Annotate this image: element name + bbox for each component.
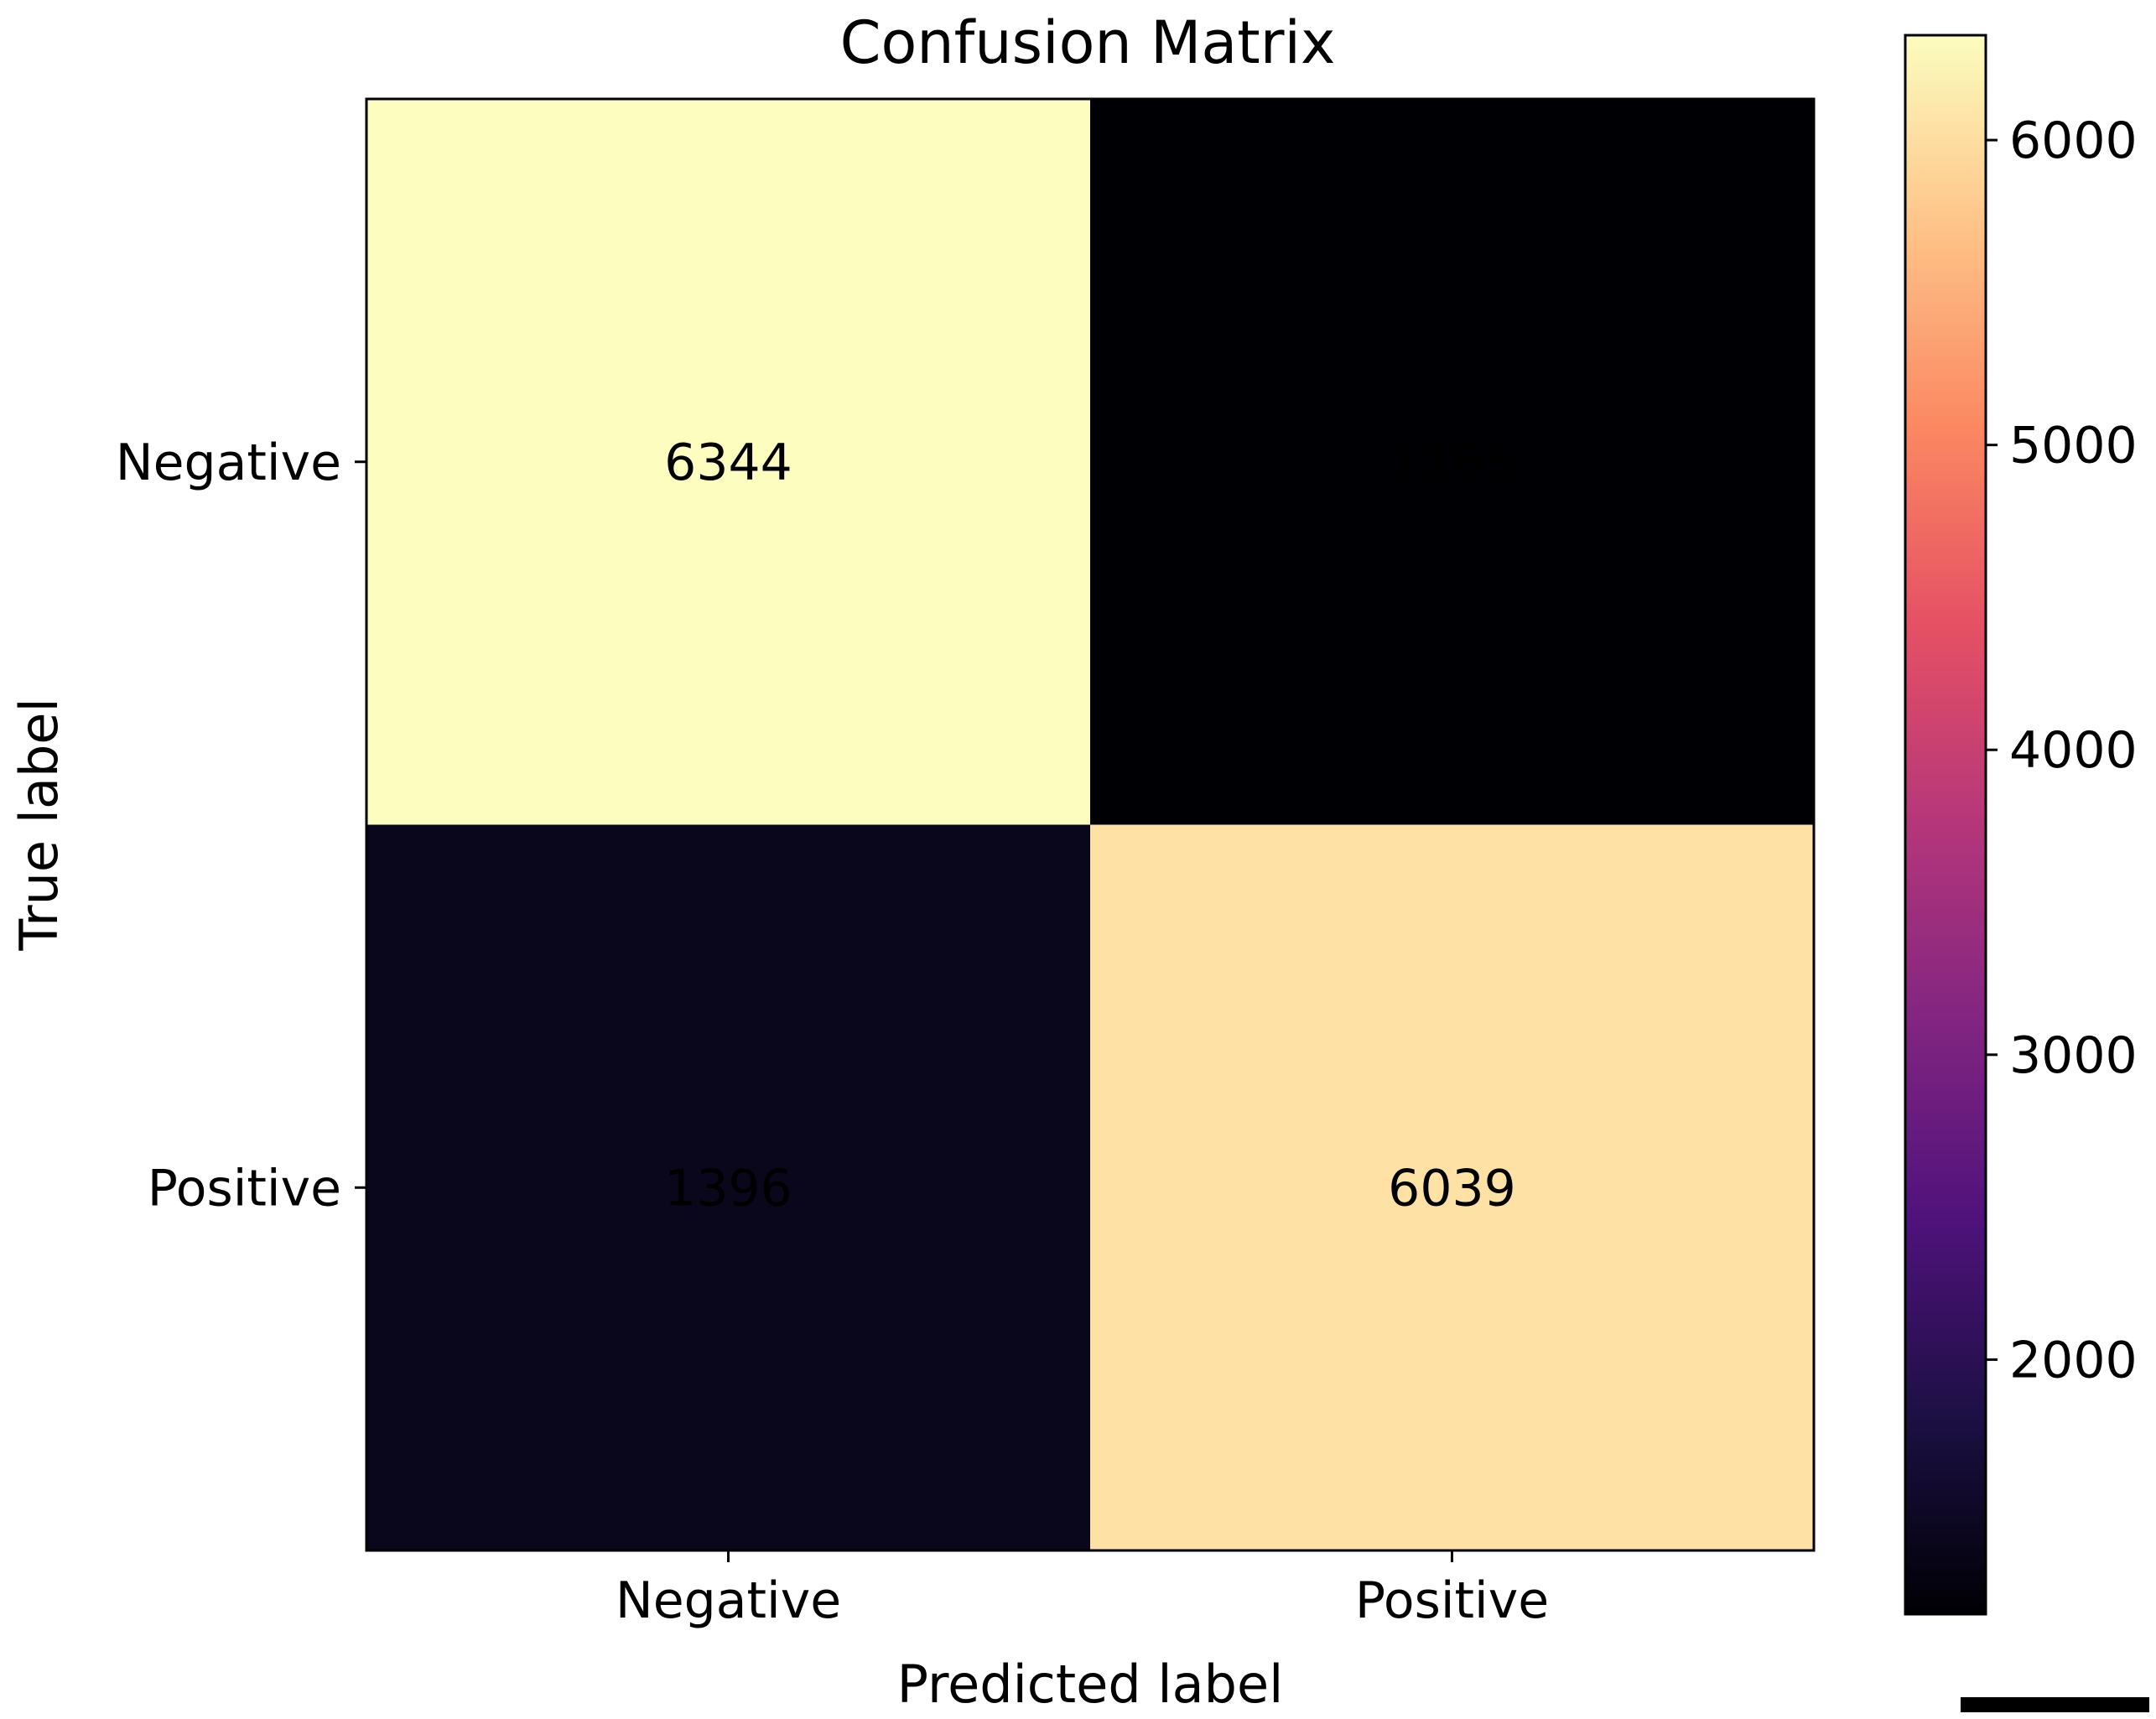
x-tick-label: Negative [616,1571,841,1630]
colorbar [1904,34,1987,1616]
colorbar-tick-label: 2000 [2009,1331,2138,1389]
x-axis-label: Predicted label [897,1654,1284,1715]
scale-bar-decoration [1961,1697,2149,1712]
cell-value-label: 1396 [664,1159,792,1218]
y-tick-label: Negative [116,434,341,492]
plot-frame [365,97,1816,1552]
colorbar-tick-label: 6000 [2009,112,2138,170]
y-axis-label: True label [8,698,70,951]
heatmap-cell [366,99,1090,825]
colorbar-tick-label: 5000 [2009,417,2138,475]
cell-value-label: 6344 [664,434,792,492]
cell-value-label: 1165 [1388,434,1516,492]
heatmap-cell [366,824,1090,1550]
heatmap-cells: 6344 1165 1396 6039 [366,99,1814,1550]
colorbar-ticks: 2000 3000 4000 5000 6000 [1986,112,2138,1389]
cell-value-label: 6039 [1388,1159,1516,1218]
colorbar-tick-label: 4000 [2009,721,2138,780]
heatmap-cell [1090,824,1814,1550]
x-tick-label: Positive [1355,1571,1549,1630]
y-axis-ticks: Negative Positive [116,434,366,1218]
y-tick-label: Positive [148,1159,341,1218]
colorbar-tick-label: 3000 [2009,1026,2138,1085]
heatmap-cell [1090,99,1814,825]
x-axis-ticks: Negative Positive [616,1550,1549,1630]
chart-title: Confusion Matrix [840,8,1336,77]
